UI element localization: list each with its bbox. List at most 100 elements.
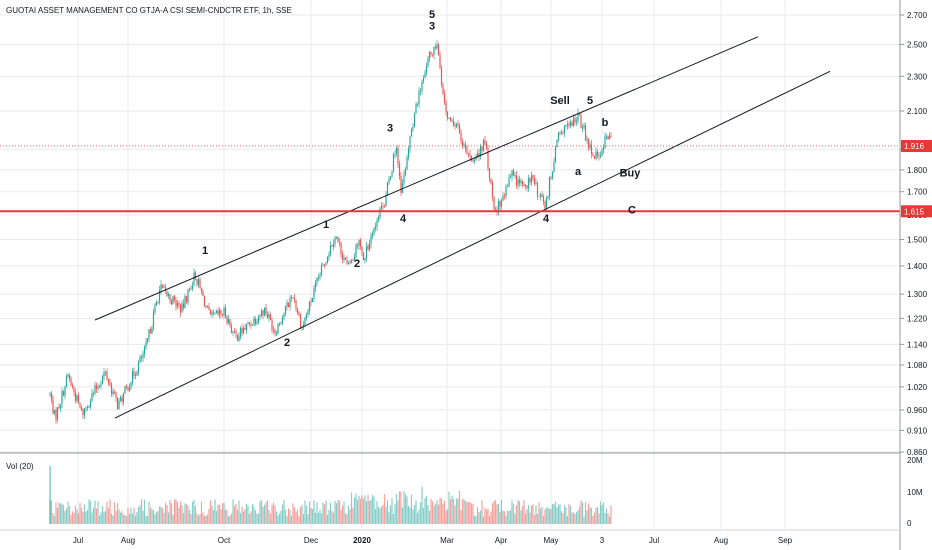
wave-label: 2	[284, 337, 290, 349]
volume-bar	[106, 501, 108, 524]
volume-bar	[73, 512, 75, 524]
volume-bar	[530, 505, 533, 524]
volume-bar	[292, 503, 294, 524]
candle-body	[277, 324, 279, 334]
volume-bar	[215, 510, 218, 524]
trend-channel[interactable]	[94, 36, 831, 419]
volume-bar	[284, 509, 287, 524]
price-axis[interactable]: 2.7002.5002.3002.1001.9001.8001.7001.600…	[900, 11, 932, 457]
volume-bar	[497, 503, 500, 524]
price-levels[interactable]	[0, 145, 900, 213]
candle-body	[506, 186, 509, 188]
volume-bar	[532, 504, 534, 524]
volume-bar	[367, 495, 369, 524]
volume-bar	[581, 502, 584, 524]
candle-body	[349, 262, 351, 264]
candle-body	[320, 265, 323, 276]
candle-body	[479, 146, 482, 157]
wave-label: 4	[400, 213, 407, 225]
candle-body	[586, 139, 588, 141]
volume-bar	[518, 501, 521, 524]
candle-body	[184, 295, 186, 308]
candle-body	[460, 132, 462, 141]
wave-label: b	[602, 117, 609, 129]
channel-line[interactable]	[114, 70, 831, 419]
candle-body	[82, 409, 84, 415]
volume-bar	[364, 495, 366, 524]
time-axis-label: Dec	[304, 536, 318, 545]
volume-bar	[593, 512, 596, 524]
candle-body	[67, 374, 69, 377]
volume-bar	[170, 503, 173, 524]
candle-body	[58, 407, 60, 409]
candle-body	[103, 372, 105, 377]
candle-body	[325, 263, 327, 265]
candle-body	[217, 310, 219, 315]
channel-line[interactable]	[94, 36, 759, 321]
candle-body	[502, 195, 504, 201]
candle-body	[83, 408, 86, 415]
candle-body	[134, 375, 137, 376]
volume-bar	[524, 513, 527, 524]
candle-body	[587, 139, 590, 148]
volume-bar	[575, 511, 578, 524]
candle-body	[275, 333, 278, 335]
time-axis-label: Sep	[778, 536, 793, 545]
candle-body	[371, 233, 374, 236]
volume-bar	[418, 509, 420, 524]
time-axis-label: May	[543, 536, 558, 545]
volume-bar	[137, 507, 140, 524]
candle-body	[361, 247, 363, 253]
candle-body	[76, 395, 78, 401]
candle-body	[410, 129, 413, 137]
candle-body	[74, 392, 77, 401]
candle-body	[158, 290, 161, 303]
volume-bar	[457, 498, 459, 524]
volume-bar	[271, 504, 273, 524]
volume-bar	[487, 508, 489, 524]
candle-body	[416, 104, 419, 106]
wave-label: 5	[587, 95, 593, 107]
price-tick-label: 2.100	[907, 107, 928, 116]
candle-body	[530, 175, 533, 183]
volume-bar	[383, 494, 386, 524]
volume-bar	[359, 498, 362, 524]
volume-bar	[592, 515, 594, 524]
candle-body	[422, 77, 425, 82]
candle-body	[608, 135, 611, 140]
candle-body	[229, 319, 231, 327]
candle-body	[443, 93, 446, 103]
candle-body	[569, 122, 572, 126]
volume-bar	[98, 515, 101, 524]
candle-body	[529, 178, 531, 183]
candle-body	[364, 258, 366, 261]
volume-bar	[541, 506, 543, 524]
candle-body	[563, 125, 566, 133]
volume-bar	[478, 512, 480, 524]
volume-bar	[251, 504, 254, 524]
volume-bar	[238, 500, 240, 524]
candle-body	[160, 284, 162, 291]
volume-bar	[451, 495, 453, 524]
candle-body	[605, 136, 608, 138]
volume-bar	[539, 508, 542, 524]
candle-body	[388, 179, 390, 183]
candle-body	[269, 314, 272, 320]
volume-bar	[455, 498, 458, 524]
volume-bar	[589, 506, 591, 524]
time-axis[interactable]: Jul Aug Oct Dec 2020 Mar Apr May 3 Jul Aug Sep	[73, 536, 793, 545]
candle-body	[239, 327, 242, 337]
candle-body	[397, 147, 399, 165]
candle-body	[341, 254, 344, 260]
volume-bar	[293, 507, 296, 524]
volume-bar	[374, 509, 377, 524]
candle-body	[98, 385, 101, 387]
volume-bar	[115, 510, 117, 524]
volume-bar	[190, 514, 192, 524]
candle-body	[253, 318, 255, 325]
candle-body	[457, 123, 459, 126]
volume-bar	[499, 512, 501, 524]
candle-body	[169, 294, 171, 301]
volume-bar	[286, 515, 288, 524]
